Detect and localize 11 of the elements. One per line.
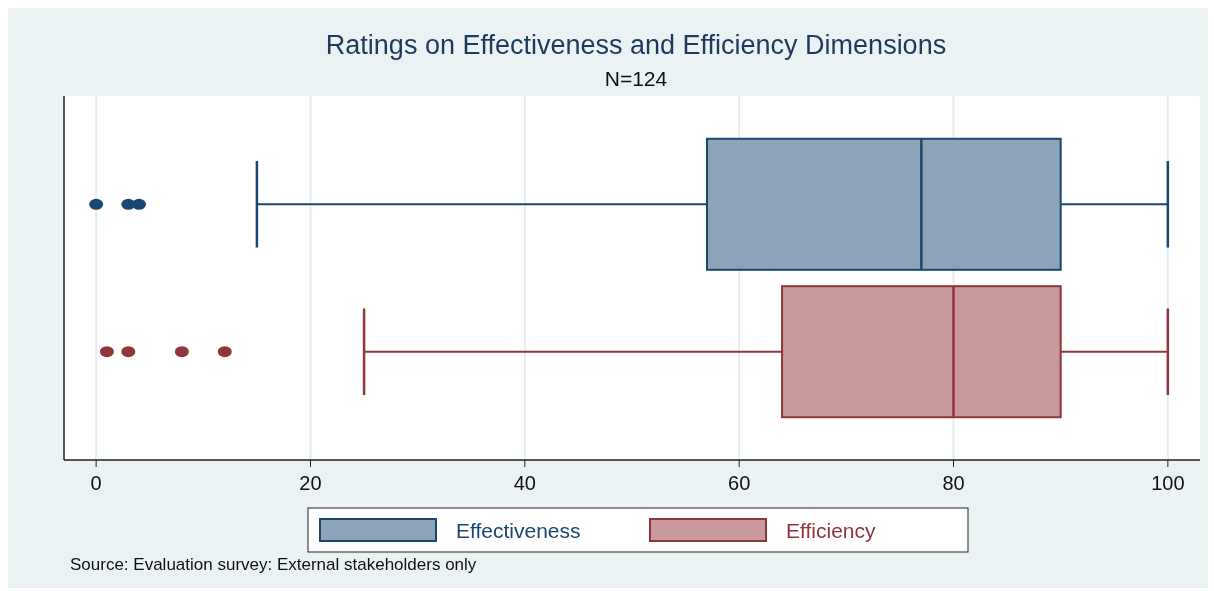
x-tick-label: 60 bbox=[728, 472, 751, 494]
x-tick-label: 40 bbox=[513, 472, 536, 494]
chart-subtitle: N=124 bbox=[604, 67, 668, 90]
chart-title: Ratings on Effectiveness and Efficiency Dimensions bbox=[325, 30, 947, 60]
x-tick-label: 100 bbox=[1151, 472, 1185, 494]
x-tick-label: 20 bbox=[299, 472, 322, 494]
x-tick-label: 80 bbox=[942, 472, 965, 494]
x-tick-label: 0 bbox=[90, 472, 102, 494]
source-note: Source: Evaluation survey: External stakeholders only bbox=[70, 555, 477, 574]
text: Effectiveness bbox=[456, 519, 581, 542]
text: Efficiency bbox=[786, 519, 876, 542]
